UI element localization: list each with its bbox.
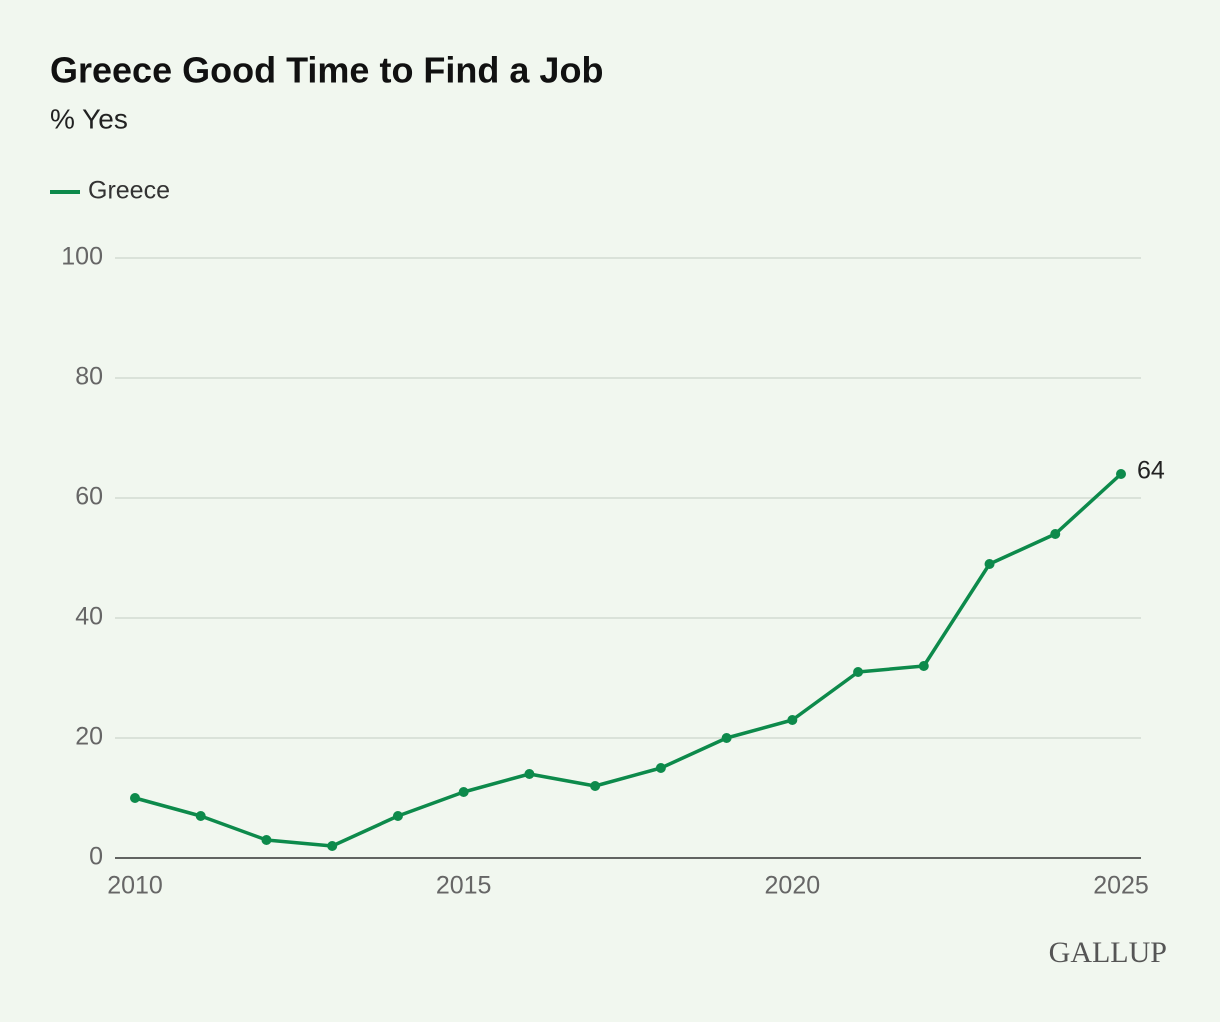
point (787, 715, 798, 725)
point (984, 559, 995, 569)
point (655, 763, 666, 773)
point (918, 661, 929, 671)
point (327, 841, 338, 851)
x-tick-label: 2020 (765, 872, 821, 900)
chart-title: Greece Good Time to Find a Job (50, 50, 603, 91)
point (1116, 469, 1126, 479)
y-tick-label: 60 (75, 483, 103, 511)
chart-subtitle: % Yes (50, 103, 128, 134)
data-label: 64 (1137, 457, 1165, 485)
point (392, 811, 403, 821)
point (261, 835, 272, 845)
point (721, 733, 732, 743)
y-tick-label: 0 (89, 843, 103, 871)
point (853, 667, 864, 677)
x-tick-label: 2015 (436, 872, 492, 900)
line (134, 472, 1123, 848)
point (458, 787, 469, 797)
y-tick-label: 80 (75, 363, 103, 391)
point (524, 769, 535, 779)
point (590, 781, 601, 791)
legend-label: Greece (88, 177, 170, 205)
point (130, 793, 140, 803)
y-tick-label: 20 (75, 723, 103, 751)
point (195, 811, 206, 821)
y-tick-label: 40 (75, 603, 103, 631)
y-tick-label: 100 (61, 243, 103, 271)
point (1050, 529, 1061, 539)
logo: GALLUP (1049, 936, 1167, 969)
x-tick-label: 2025 (1093, 872, 1149, 900)
x-tick-label: 2010 (107, 872, 163, 900)
